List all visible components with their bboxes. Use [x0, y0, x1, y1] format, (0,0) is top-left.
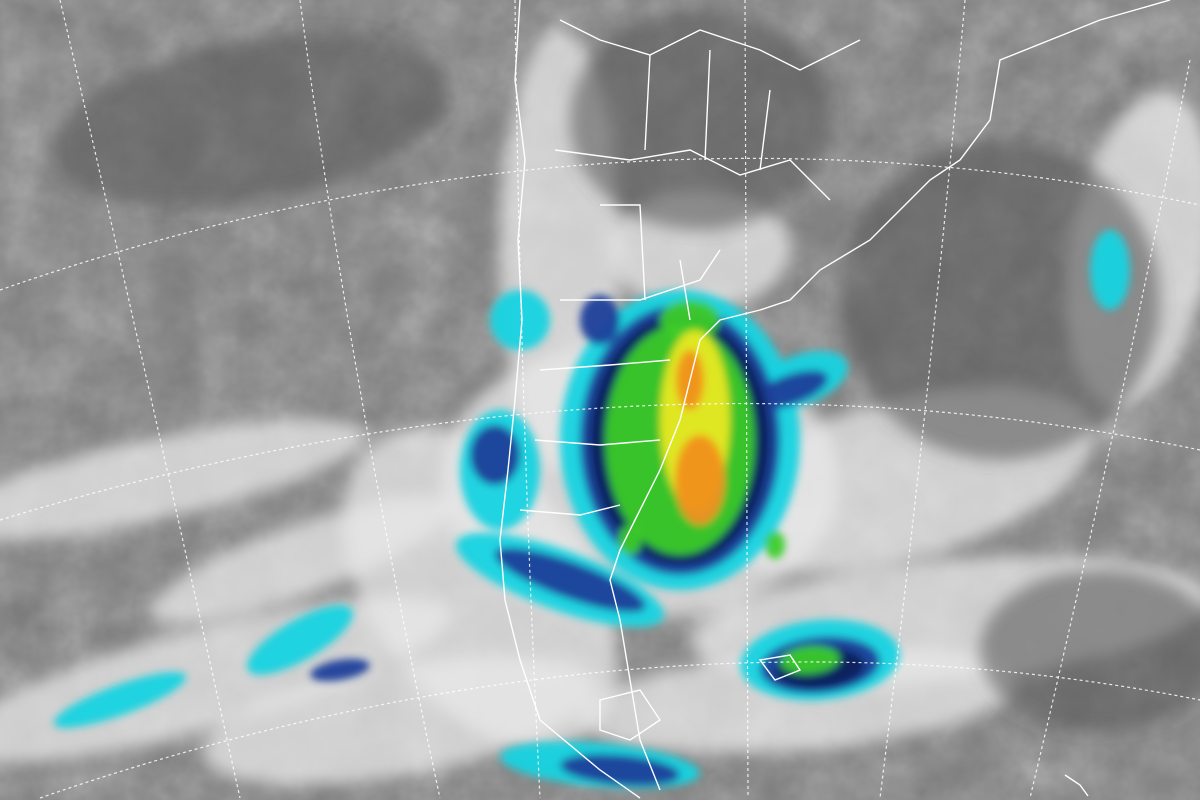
storm-green	[618, 525, 642, 555]
storm-cyan	[1090, 230, 1130, 310]
country-border	[600, 49, 771, 301]
storm-cyan	[490, 290, 550, 350]
country-border	[559, 19, 861, 71]
island-tierra-del-fuego	[599, 689, 661, 741]
storm-blue	[494, 547, 646, 613]
meridian-line	[59, 0, 241, 799]
storm-cells	[54, 230, 1130, 789]
island-falklands	[758, 654, 802, 681]
storm-cyan	[54, 672, 186, 728]
storm-cyan	[247, 605, 353, 675]
meridian-line	[514, 0, 541, 799]
province-border	[519, 359, 671, 516]
country-border	[560, 249, 721, 321]
storm-green	[780, 645, 840, 675]
storm-blue	[470, 425, 520, 485]
storm-green	[765, 531, 785, 559]
coastline-east	[609, 0, 1171, 791]
coastline-west	[499, 0, 641, 799]
storm-orange	[675, 435, 725, 525]
parallel-line	[0, 402, 1200, 521]
meridian-line	[1029, 59, 1191, 799]
country-border	[554, 149, 831, 201]
meridian-line	[879, 0, 966, 799]
dark-region	[570, 10, 830, 230]
meridian-line	[744, 0, 749, 799]
dark-region	[840, 140, 1160, 460]
cloud-band	[0, 419, 366, 541]
parallel-line	[39, 661, 1200, 799]
coastlines-and-borders	[499, 0, 1171, 799]
storm-blue	[310, 658, 370, 682]
dark-region	[52, 33, 448, 207]
cloud-band	[202, 655, 598, 785]
storm-blue	[752, 370, 828, 410]
storm-blue	[580, 295, 620, 345]
parallel-line	[0, 157, 1200, 291]
island-south-georgia	[1064, 774, 1089, 797]
